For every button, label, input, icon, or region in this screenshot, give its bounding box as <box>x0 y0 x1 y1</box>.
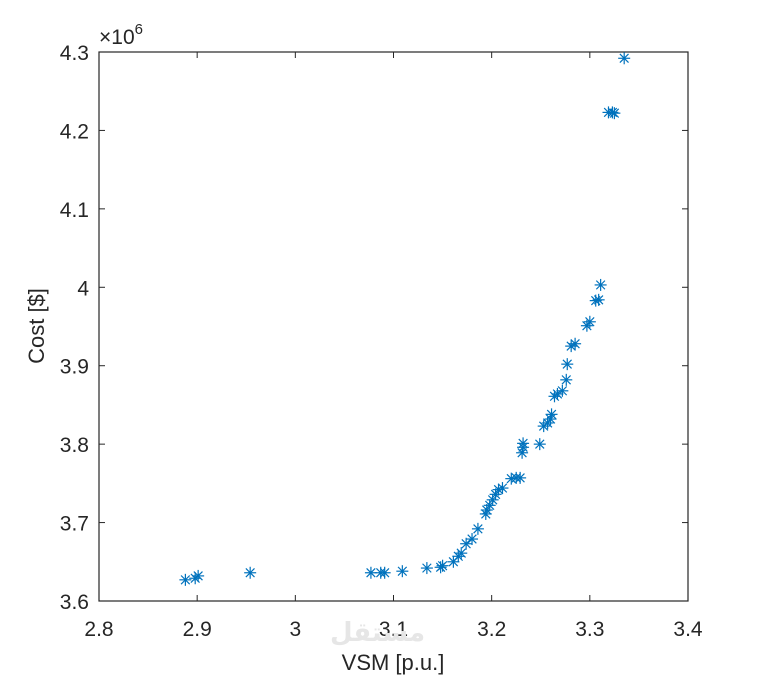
asterisk-marker <box>244 566 257 579</box>
asterisk-marker <box>606 106 619 119</box>
asterisk-marker <box>608 107 621 120</box>
asterisk-marker <box>364 566 377 579</box>
y-tick-label: 3.9 <box>60 356 89 379</box>
x-tick-label: 2.8 <box>84 618 113 641</box>
x-tick-label: 2.9 <box>183 618 212 641</box>
axes-box <box>98 51 689 602</box>
x-tick-label: 3 <box>289 618 301 641</box>
asterisk-marker <box>489 488 502 501</box>
asterisk-marker <box>436 559 449 572</box>
asterisk-marker <box>560 373 573 386</box>
asterisk-marker <box>556 384 569 397</box>
asterisk-marker <box>514 471 527 484</box>
asterisk-marker <box>378 566 391 579</box>
y-tick-label: 4 <box>77 277 89 300</box>
asterisk-marker <box>545 408 558 421</box>
data-markers <box>179 52 631 586</box>
asterisk-marker <box>580 319 593 332</box>
asterisk-marker <box>533 438 546 451</box>
asterisk-marker <box>466 533 479 546</box>
y-tick-label: 4.3 <box>60 42 89 65</box>
asterisk-marker <box>179 573 192 586</box>
asterisk-marker <box>594 278 607 291</box>
y-tick-label: 3.7 <box>60 513 89 536</box>
asterisk-marker <box>496 482 509 495</box>
x-tick-label: 3.1 <box>379 618 408 641</box>
y-axis-label: Cost [$] <box>24 288 49 364</box>
y-tick-label: 3.8 <box>60 434 89 457</box>
asterisk-marker <box>460 537 473 550</box>
y-tick-label: 4.2 <box>60 120 89 143</box>
y-exponent-base: ×10 <box>99 26 135 49</box>
x-tick-label: 3.2 <box>477 618 506 641</box>
asterisk-marker <box>569 337 582 350</box>
asterisk-marker <box>479 507 492 520</box>
asterisk-marker <box>583 315 596 328</box>
asterisk-marker <box>592 293 605 306</box>
y-tick-label: 4.1 <box>60 199 89 222</box>
x-tick-label: 3.4 <box>673 618 703 641</box>
asterisk-marker <box>192 569 205 582</box>
x-tick-label: 3.3 <box>575 618 604 641</box>
x-axis-label: VSM [p.u.] <box>342 650 445 675</box>
asterisk-marker <box>396 565 409 578</box>
plot-frame <box>98 51 689 602</box>
y-exponent-label: ×106 <box>99 21 143 49</box>
asterisk-marker <box>517 437 530 450</box>
y-tick-label: 3.6 <box>60 591 89 614</box>
asterisk-marker <box>561 358 574 371</box>
asterisk-marker <box>420 562 433 575</box>
asterisk-marker <box>471 522 484 535</box>
asterisk-marker <box>455 547 468 560</box>
x-axis-ticks: 2.8 2.9 3 3.1 3.2 3.3 3.4 <box>84 52 703 641</box>
asterisk-marker <box>618 52 631 65</box>
asterisk-marker <box>483 499 496 512</box>
y-exponent-power: 6 <box>135 21 143 38</box>
y-axis-ticks: 3.6 3.7 3.8 3.9 4 4.1 4.2 4.3 <box>60 42 688 614</box>
